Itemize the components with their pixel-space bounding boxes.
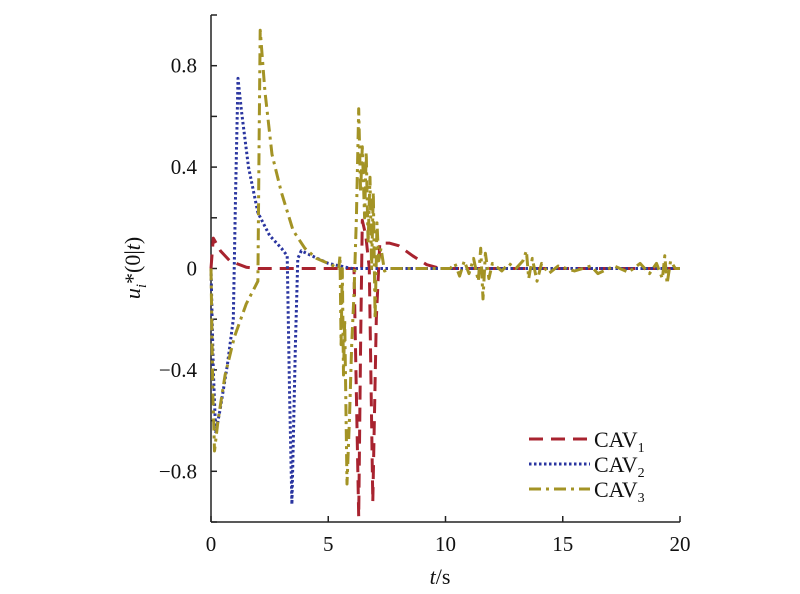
- series-line-cav2: [209, 76, 680, 506]
- x-tick-label: 15: [552, 532, 573, 556]
- y-tick-label: 0: [187, 257, 198, 281]
- series-line-cav1: [209, 218, 680, 519]
- axes: 0 5 10 15 20 0.8 0.4 0 −0.4 −0.8: [159, 14, 691, 556]
- y-tick-label: 0.4: [171, 155, 198, 179]
- x-tick-label: 0: [206, 532, 217, 556]
- legend-label-cav2: CAV2: [594, 452, 645, 481]
- x-tick-label: 10: [435, 532, 456, 556]
- y-axis-label: ui*(0|t): [120, 237, 150, 299]
- y-tick-label: −0.4: [159, 358, 198, 382]
- x-tick-label: 20: [670, 532, 691, 556]
- series-line-cav3: [209, 28, 680, 486]
- y-tick-label: −0.8: [159, 459, 197, 483]
- legend-label-cav1: CAV1: [594, 427, 645, 456]
- legend-label-cav3: CAV3: [594, 477, 645, 506]
- series-lines: [209, 28, 680, 519]
- x-tick-label: 5: [323, 532, 334, 556]
- y-tick-label: 0.8: [171, 54, 197, 78]
- x-axis-label: t/s: [430, 564, 451, 589]
